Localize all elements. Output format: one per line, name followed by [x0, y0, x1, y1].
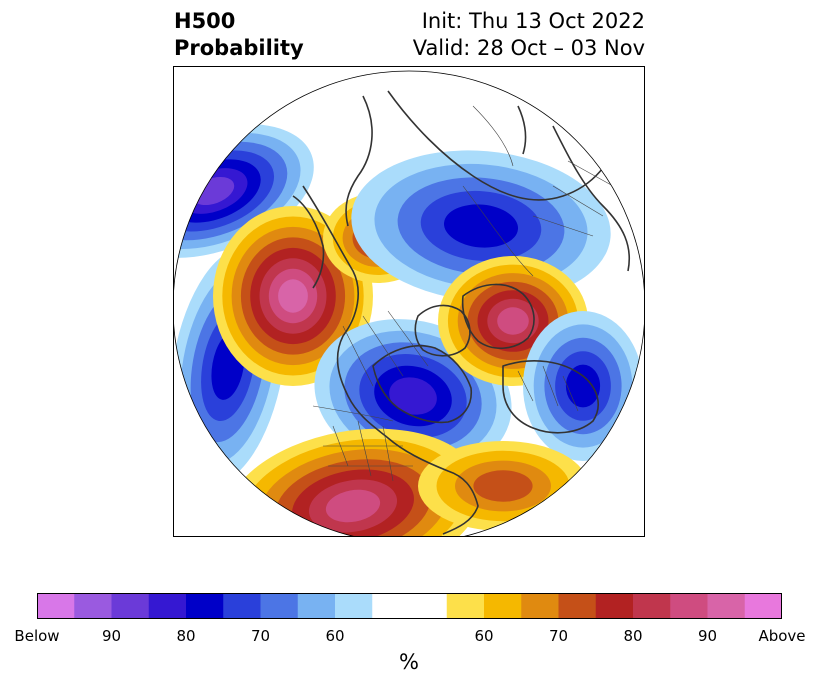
- coastline-siberia: [387, 90, 619, 201]
- map-panel: [173, 66, 645, 537]
- border-us-states-1: [323, 420, 413, 482]
- colorbar-swatch: [372, 593, 410, 619]
- colorbar-tick-label: Above: [758, 627, 806, 645]
- coastline-japan: [517, 105, 527, 155]
- probability-contours: [173, 124, 643, 537]
- colorbar-swatch: [223, 593, 261, 619]
- colorbar-border: [37, 593, 782, 619]
- colorbar-tick-label: Below: [14, 627, 60, 645]
- coastline-north-america: [302, 185, 479, 535]
- colorbar-tick-label: 70: [250, 627, 271, 645]
- above-normal-contour: [497, 307, 529, 335]
- colorbar-swatch: [484, 593, 522, 619]
- coastline-asia-east: [552, 125, 630, 272]
- colorbar-swatch: [186, 593, 224, 619]
- border-europe-1: [517, 365, 579, 412]
- coastline-greenland: [414, 304, 471, 357]
- above-normal-contour: [278, 279, 308, 313]
- colorbar-swatch: [260, 593, 299, 619]
- colorbar-tick-label: 80: [176, 627, 196, 645]
- colorbar-swatch: [111, 593, 150, 619]
- colorbar-tick-label: 90: [697, 627, 718, 645]
- above-normal-contour: [325, 489, 381, 523]
- title-field: Probability: [174, 36, 304, 60]
- colorbar-swatch: [148, 593, 187, 619]
- colorbar: [37, 593, 782, 619]
- colorbar-swatch: [74, 593, 112, 619]
- map-frame: [173, 66, 645, 537]
- border-asia-1: [532, 160, 614, 237]
- border-china: [472, 105, 514, 167]
- colorbar-swatch: [558, 593, 597, 619]
- coastlines: [292, 90, 630, 535]
- plot-title-right: Init: Thu 13 Oct 2022 Valid: 28 Oct – 03…: [380, 8, 645, 62]
- above-normal-contour: [473, 470, 533, 502]
- plot-title-left: H500 Probability: [174, 8, 304, 62]
- colorbar-swatch: [521, 593, 559, 619]
- colorbar-swatch: [409, 593, 448, 619]
- border-russia: [462, 185, 534, 277]
- coastline-kamchatka: [345, 95, 373, 227]
- country-borders: [312, 105, 614, 482]
- below-normal-contour: [565, 364, 601, 408]
- colorbar-swatch: [707, 593, 746, 619]
- colorbar-swatch: [297, 593, 336, 619]
- colorbar-swatch: [670, 593, 708, 619]
- polar-map: [173, 66, 645, 537]
- title-init-date: Init: Thu 13 Oct 2022: [421, 9, 645, 33]
- coastline-europe: [502, 360, 599, 434]
- coastline-hudson-bay: [372, 344, 473, 424]
- colorbar-tick-label: 70: [548, 627, 569, 645]
- colorbar-swatch: [744, 593, 782, 619]
- title-variable: H500: [174, 9, 236, 33]
- colorbar-tick-label: 90: [101, 627, 122, 645]
- colorbar-swatch: [633, 593, 671, 619]
- below-normal-contour: [389, 377, 437, 415]
- border-canada-prov: [342, 310, 429, 387]
- border-us-canada: [312, 405, 394, 422]
- title-valid-range: Valid: 28 Oct – 03 Nov: [412, 36, 645, 60]
- colorbar-tick-label: 60: [474, 627, 494, 645]
- coastline-scandinavia: [461, 283, 535, 349]
- below-normal-contour: [443, 204, 519, 248]
- map-boundary-circle: [173, 70, 645, 537]
- colorbar-swatch: [595, 593, 634, 619]
- colorbar-swatch: [37, 593, 75, 619]
- colorbar-tick-label: 80: [623, 627, 643, 645]
- colorbar-tick-label: 60: [325, 627, 345, 645]
- coastline-alaska: [292, 195, 325, 289]
- colorbar-swatch: [446, 593, 485, 619]
- colorbar-unit: %: [399, 650, 419, 674]
- colorbar-swatch: [335, 593, 373, 619]
